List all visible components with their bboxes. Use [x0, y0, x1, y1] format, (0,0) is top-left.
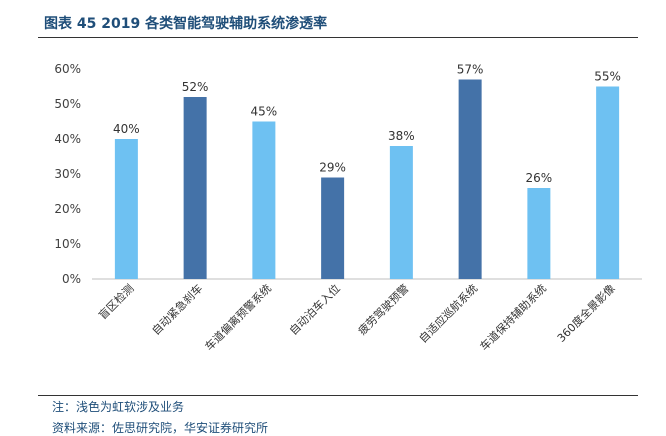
y-tick-label: 60% [54, 62, 81, 76]
y-tick-label: 40% [54, 132, 81, 146]
bar-chart: 0% 10% 20% 30% 40% 50% 60% 40% 盲区检测 52% 自动紧急刹车 45% 车… [54, 62, 642, 353]
chart-title: 图表 45 2019 各类智能驾驶辅助系统渗透率 [44, 16, 328, 32]
bar-3 [252, 121, 276, 279]
data-label: 52% [182, 80, 209, 94]
bar-7 [527, 188, 551, 279]
x-tick-label: 车道保持辅助系统 [477, 281, 549, 353]
data-label: 45% [251, 105, 278, 119]
data-label: 40% [113, 122, 140, 136]
footer-divider [38, 395, 638, 396]
x-tick-label: 自动泊车入位 [286, 281, 343, 338]
y-tick-label: 10% [54, 237, 81, 251]
x-tick-label: 360度全景影像 [554, 281, 618, 345]
data-label: 55% [594, 70, 621, 84]
bar-8 [596, 86, 620, 279]
bar-6 [458, 79, 482, 279]
chart-note: 注：浅色为虹软涉及业务 [52, 400, 185, 414]
data-label: 38% [388, 129, 415, 143]
data-label: 57% [457, 63, 484, 77]
title-divider [38, 37, 638, 38]
bar-2 [183, 97, 207, 279]
x-tick-label: 盲区检测 [95, 281, 136, 322]
data-label: 29% [319, 161, 346, 175]
y-tick-label: 0% [62, 272, 81, 286]
x-tick-label: 自适应巡航系统 [416, 281, 480, 345]
y-tick-label: 20% [54, 202, 81, 216]
data-label: 26% [526, 171, 553, 185]
x-tick-label: 疲劳驾驶预警 [355, 281, 412, 338]
x-tick-label: 车道偏离预警系统 [202, 281, 274, 353]
bar-4 [321, 177, 345, 279]
y-tick-label: 50% [54, 97, 81, 111]
y-tick-label: 30% [54, 167, 81, 181]
x-tick-label: 自动紧急刹车 [149, 281, 206, 338]
bar-5 [389, 146, 413, 279]
bar-1 [114, 139, 138, 279]
